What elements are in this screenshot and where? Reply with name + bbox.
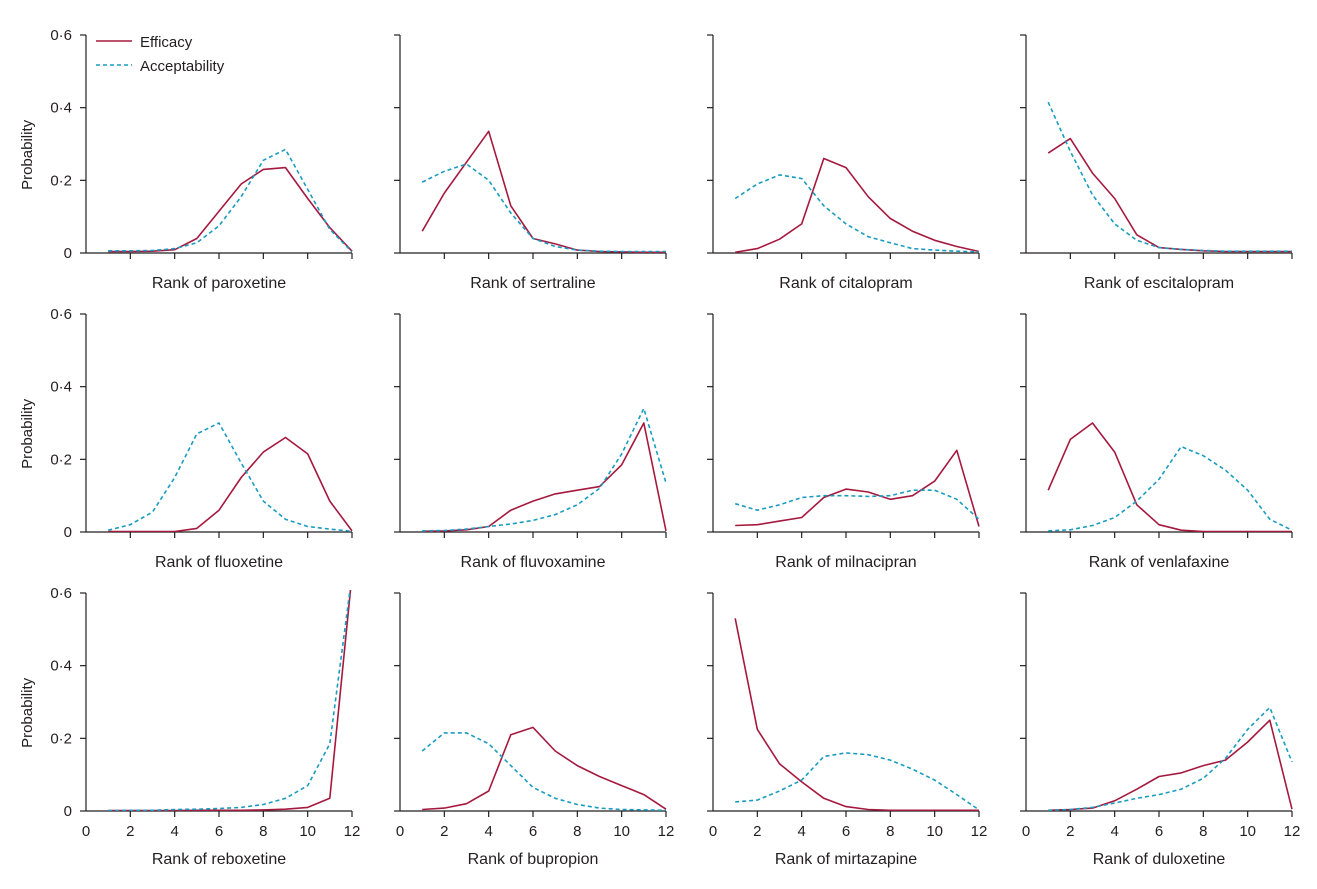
x-axis-label: Rank of mirtazapine (775, 851, 917, 868)
x-tick-label: 6 (215, 823, 223, 840)
y-axis-label: Probability (19, 398, 36, 469)
chart-panel: Rank of fluvoxamine (394, 313, 667, 571)
chart-panel: 0 2 4 6 8 10 12 Rank of mirtazapine (707, 592, 988, 868)
x-axis-label: Rank of paroxetine (152, 275, 286, 292)
efficacy-series-line (1048, 719, 1293, 811)
x-tick-label: 8 (1199, 823, 1207, 840)
efficacy-series-line (735, 157, 980, 253)
efficacy-series-line (108, 166, 353, 253)
chart-panel: Rank of venlafaxine (1020, 313, 1293, 571)
chart-panel: 0 0·2 0·4 0·6 Rank of paroxetine Probability (19, 27, 353, 292)
x-axis-label: Rank of sertraline (470, 275, 595, 292)
efficacy-series-line (734, 618, 979, 811)
acceptability-series-line (108, 590, 351, 811)
x-tick-label: 0 (709, 823, 717, 840)
chart-panel: Rank of citalopram (707, 34, 980, 292)
x-tick-label: 12 (971, 823, 988, 840)
acceptability-series-line (108, 422, 353, 532)
y-axis-label: Probability (19, 119, 36, 190)
acceptability-series-line (108, 148, 353, 253)
chart-panel: 0 2 4 6 8 10 12 Rank of bupropion (394, 592, 675, 868)
x-tick-label: 6 (1155, 823, 1163, 840)
chart-panel: Rank of sertraline (394, 34, 667, 292)
x-axis-label: Rank of duloxetine (1093, 851, 1226, 868)
efficacy-series-line (422, 726, 667, 811)
efficacy-series-line (1047, 422, 1292, 532)
x-tick-label: 8 (886, 823, 894, 840)
y-tick-label: 0·2 (50, 451, 72, 468)
x-axis-label: Rank of escitalopram (1084, 275, 1234, 292)
x-tick-label: 10 (926, 823, 943, 840)
y-tick-label: 0·6 (50, 27, 72, 44)
y-axis-label: Probability (19, 677, 36, 748)
x-tick-label: 0 (82, 823, 90, 840)
x-tick-label: 10 (1239, 823, 1256, 840)
x-tick-label: 10 (299, 823, 316, 840)
y-tick-label: 0·2 (50, 172, 72, 189)
efficacy-series-line (108, 590, 352, 811)
chart-panel: 0 0·2 0·4 0·6 Rank of fluoxetine Probability (19, 306, 353, 571)
y-tick-label: 0·4 (50, 658, 72, 675)
x-axis-label: Rank of fluoxetine (155, 554, 283, 571)
x-axis-label: Rank of reboxetine (152, 851, 286, 868)
acceptability-series-line (421, 163, 666, 253)
x-tick-label: 4 (797, 823, 805, 840)
efficacy-series-line (735, 449, 980, 527)
x-axis-label: Rank of fluvoxamine (461, 554, 606, 571)
chart-panel: 0 0·2 0·4 0·6 0 2 4 6 8 10 12 Rank of reboxetine Pro… (19, 585, 361, 868)
x-tick-label: 2 (126, 823, 134, 840)
x-tick-label: 4 (170, 823, 178, 840)
x-tick-label: 2 (1066, 823, 1074, 840)
x-tick-label: 0 (396, 823, 404, 840)
x-tick-label: 8 (259, 823, 267, 840)
x-tick-label: 12 (658, 823, 675, 840)
x-axis-label: Rank of citalopram (779, 275, 912, 292)
acceptability-series-line (421, 732, 667, 811)
legend-efficacy-label: Efficacy (140, 34, 193, 51)
panels-group: 0 0·2 0·4 0·6 Rank of paroxetine Probability R… (19, 27, 1300, 868)
acceptability-series-line (734, 174, 980, 253)
y-tick-label: 0 (64, 245, 72, 262)
acceptability-series-line (1047, 101, 1292, 252)
x-tick-label: 10 (613, 823, 630, 840)
x-tick-label: 8 (573, 823, 581, 840)
acceptability-series-line (422, 407, 667, 532)
x-axis-label: Rank of bupropion (468, 851, 599, 868)
efficacy-series-line (422, 422, 667, 532)
y-tick-label: 0 (64, 524, 72, 541)
y-tick-label: 0·6 (50, 306, 72, 323)
efficacy-series-line (108, 436, 353, 532)
chart-panel: Rank of milnacipran (707, 313, 980, 571)
acceptability-series-line (1048, 706, 1293, 811)
x-tick-label: 6 (842, 823, 850, 840)
legend: Efficacy Acceptability (96, 34, 225, 75)
x-tick-label: 12 (1284, 823, 1301, 840)
acceptability-series-line (734, 489, 980, 520)
x-tick-label: 6 (529, 823, 537, 840)
y-tick-label: 0·2 (50, 730, 72, 747)
x-tick-label: 0 (1022, 823, 1030, 840)
efficacy-series-line (421, 130, 666, 253)
x-tick-label: 4 (1110, 823, 1118, 840)
acceptability-series-line (735, 752, 980, 811)
acceptability-series-line (1048, 445, 1293, 532)
y-tick-label: 0 (64, 803, 72, 820)
x-tick-label: 4 (484, 823, 492, 840)
x-tick-label: 12 (344, 823, 361, 840)
y-tick-label: 0·4 (50, 100, 72, 117)
x-axis-label: Rank of venlafaxine (1089, 554, 1230, 571)
chart-panel: 0 2 4 6 8 10 12 Rank of duloxetine (1020, 592, 1301, 868)
x-tick-label: 2 (753, 823, 761, 840)
x-axis-label: Rank of milnacipran (775, 554, 916, 571)
chart-panel: Rank of escitalopram (1020, 34, 1293, 292)
y-tick-label: 0·4 (50, 379, 72, 396)
legend-acceptability-label: Acceptability (140, 58, 225, 75)
x-tick-label: 2 (440, 823, 448, 840)
y-tick-label: 0·6 (50, 585, 72, 602)
efficacy-series-line (1047, 137, 1292, 253)
